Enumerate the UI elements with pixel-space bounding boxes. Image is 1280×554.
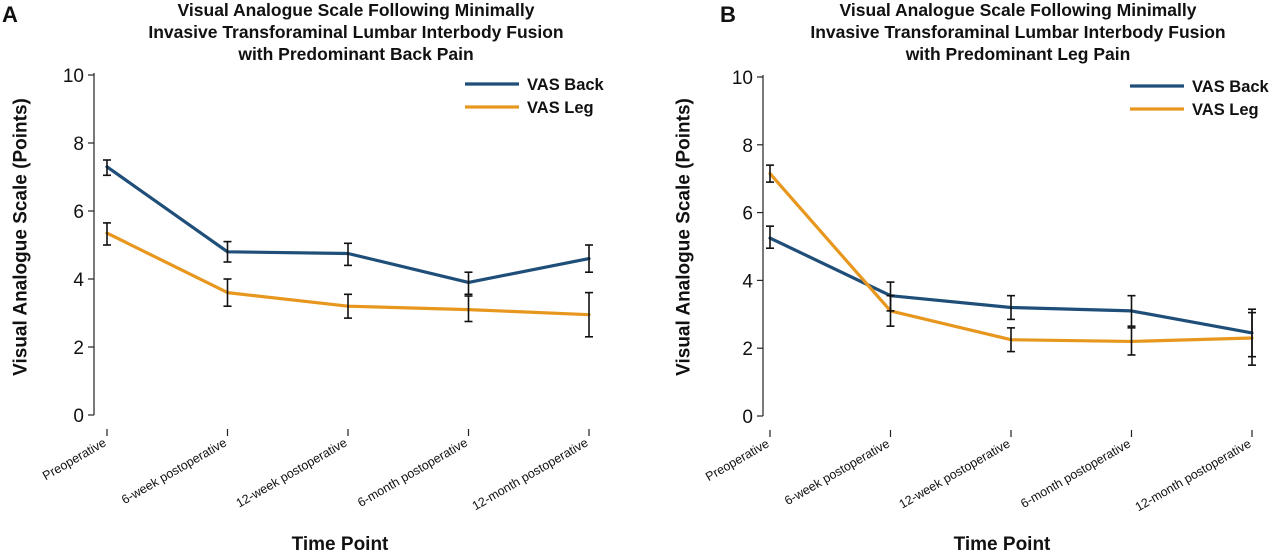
error-bar (344, 242, 352, 267)
x-tick-label: 6-month postoperative (1018, 436, 1133, 510)
y-tick-label: 8 (73, 134, 84, 155)
y-tick-label: 10 (732, 68, 753, 89)
y-tick-label: 6 (742, 204, 753, 225)
panel-letter: B (720, 2, 736, 27)
error-bar (766, 164, 774, 183)
error-bar (886, 294, 895, 327)
x-tick-label: Preoperative (40, 435, 108, 483)
x-tick-label: 6-week postoperative (119, 435, 229, 507)
error-bar (1127, 294, 1136, 327)
x-tick-label: 12-week postoperative (234, 435, 350, 510)
panel-letter: A (2, 2, 18, 27)
error-bar (103, 159, 111, 177)
error-bar (223, 278, 232, 308)
error-bar (1127, 327, 1136, 356)
error-bar (585, 291, 593, 338)
x-tick-label: 6-week postoperative (782, 436, 892, 508)
error-bar (1007, 294, 1015, 321)
y-tick-label: 0 (73, 406, 84, 427)
error-bar (344, 293, 352, 319)
y-tick-label: 4 (73, 270, 84, 291)
chart-title-line: Invasive Transforaminal Lumbar Interbody… (810, 22, 1225, 42)
x-tick-label: 12-month postoperative (470, 435, 591, 513)
x-tick-label: 6-month postoperative (355, 435, 470, 509)
error-bar (103, 222, 111, 246)
chart-panel-a: A Visual Analogue Scale Following Minimal… (2, 0, 605, 554)
chart-panel-b: B Visual Analogue Scale Following Minimal… (674, 0, 1270, 554)
error-bar (464, 295, 473, 323)
legend-label: VAS Back (1192, 78, 1270, 96)
y-tick-label: 2 (742, 339, 753, 360)
x-axis-title: Time Point (292, 534, 389, 554)
error-bar (766, 225, 774, 249)
x-axis-title: Time Point (954, 534, 1051, 554)
legend-label: VAS Leg (1192, 101, 1259, 119)
error-bar (223, 240, 232, 263)
chart-title-line: Visual Analogue Scale Following Minimall… (840, 0, 1197, 20)
x-tick-label: 12-week postoperative (897, 436, 1013, 511)
error-bar (1248, 311, 1256, 366)
chart-title-line: with Predominant Leg Pain (905, 44, 1131, 64)
y-tick-label: 0 (742, 407, 753, 428)
y-tick-label: 10 (63, 66, 84, 87)
y-tick-label: 6 (73, 202, 84, 223)
chart-title-line: with Predominant Back Pain (237, 44, 473, 64)
x-tick-label: Preoperative (703, 436, 771, 484)
chart-title-line: Invasive Transforaminal Lumbar Interbody… (148, 22, 563, 42)
y-axis-title: Visual Analogue Scale (Points) (11, 98, 32, 376)
error-bar (464, 271, 473, 296)
y-axis-title: Visual Analogue Scale (Points) (674, 98, 695, 376)
error-bar (1007, 327, 1015, 353)
y-tick-label: 2 (73, 338, 84, 359)
chart-title-line: Visual Analogue Scale Following Minimall… (178, 0, 535, 20)
x-tick-label: 12-month postoperative (1133, 436, 1254, 514)
y-tick-label: 4 (742, 271, 753, 292)
legend-label: VAS Back (527, 76, 605, 94)
legend-label: VAS Leg (527, 99, 594, 117)
y-tick-label: 8 (742, 136, 753, 157)
error-bar (585, 244, 593, 274)
